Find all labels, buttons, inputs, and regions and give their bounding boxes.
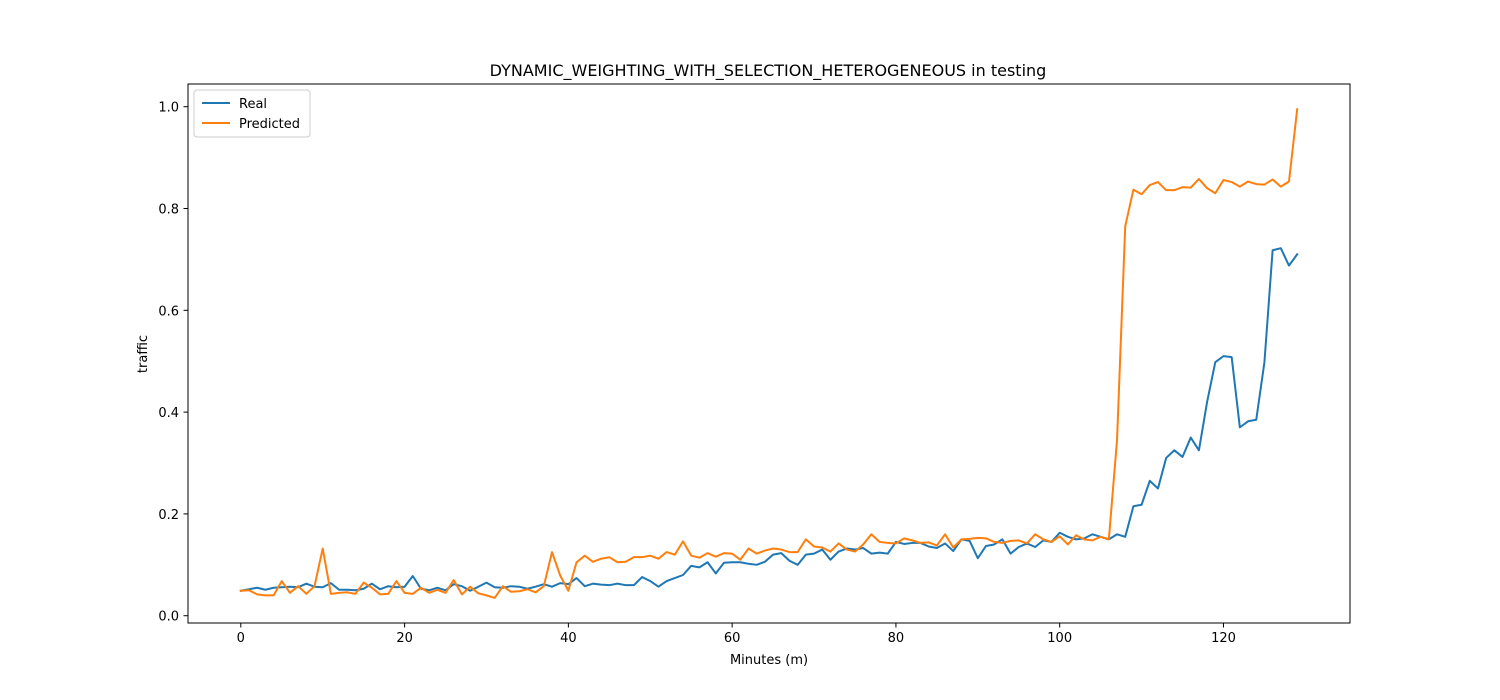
x-tick-label: 20 xyxy=(396,631,413,646)
plot-frame xyxy=(187,83,1351,624)
x-axis-ticks: 0 20 40 60 80 100 120 xyxy=(237,623,1236,646)
legend: Real Predicted xyxy=(193,89,311,138)
y-tick-label: 1.0 xyxy=(158,101,179,116)
legend-label-predicted: Predicted xyxy=(239,117,300,132)
y-axis-ticks: 0.0 0.2 0.4 0.6 0.8 1.0 xyxy=(158,101,188,625)
x-tick-label: 0 xyxy=(237,631,245,646)
x-tick-label: 40 xyxy=(560,631,577,646)
legend-items: Real Predicted xyxy=(202,97,300,132)
series-line-predicted xyxy=(239,108,1299,599)
x-tick-label: 120 xyxy=(1211,631,1236,646)
legend-label-real: Real xyxy=(239,97,267,112)
y-tick-label: 0.0 xyxy=(158,610,179,625)
x-tick-label: 80 xyxy=(888,631,905,646)
y-axis-label: traffic xyxy=(136,335,151,373)
legend-box xyxy=(193,89,311,138)
series-line-real xyxy=(239,247,1299,592)
y-tick-label: 0.8 xyxy=(158,203,179,218)
x-tick-label: 100 xyxy=(1047,631,1072,646)
y-tick-label: 0.2 xyxy=(158,508,179,523)
x-axis-label: Minutes (m) xyxy=(730,653,808,668)
series-group xyxy=(239,108,1299,599)
plot-background xyxy=(188,84,1350,623)
plot-area xyxy=(187,83,1351,624)
x-tick-label: 60 xyxy=(724,631,741,646)
y-tick-label: 0.6 xyxy=(158,304,179,319)
y-tick-label: 0.4 xyxy=(158,406,179,421)
chart-title: DYNAMIC_WEIGHTING_WITH_SELECTION_HETEROG… xyxy=(490,61,1047,81)
